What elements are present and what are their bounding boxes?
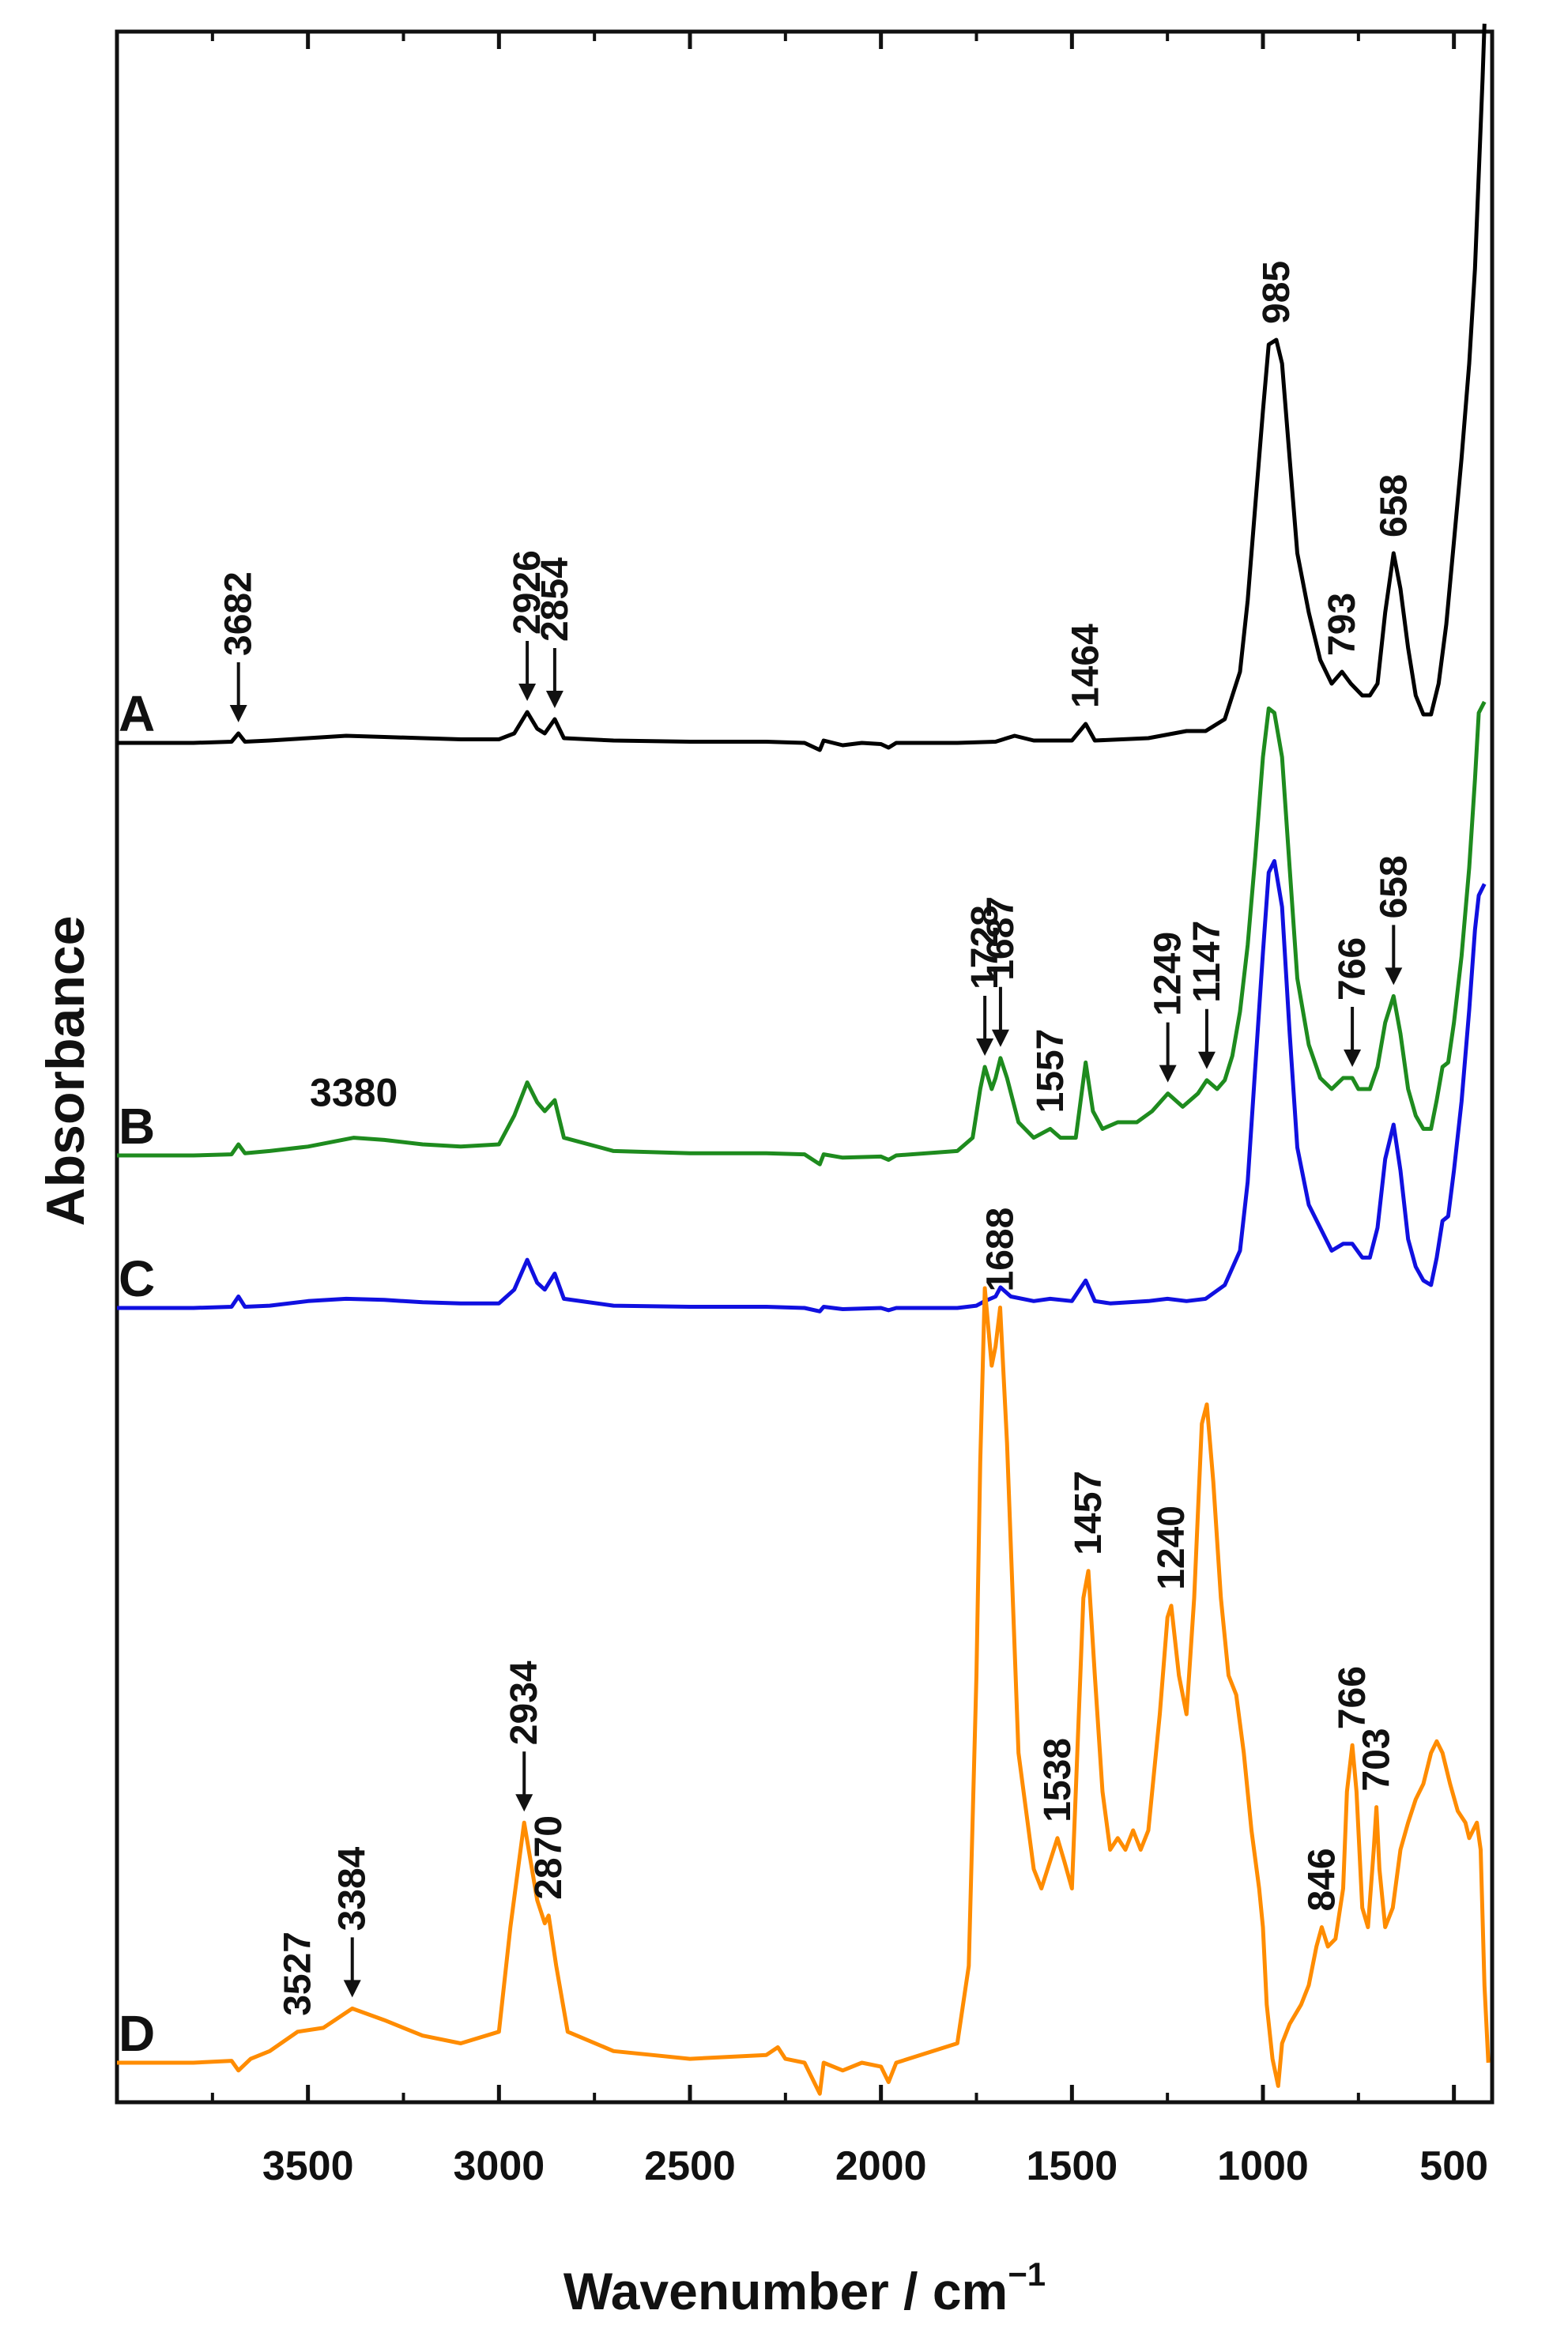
spectra-traces: A B C D bbox=[117, 23, 1491, 2096]
peak-arrow-head-B-9 bbox=[991, 1029, 1009, 1047]
peak-label-D-703: 703 bbox=[1356, 1728, 1398, 1792]
peak-label-D-3384: 3384 bbox=[332, 1846, 374, 1931]
series-label-B: B bbox=[119, 1098, 155, 1155]
peak-label-D-2870: 2870 bbox=[528, 1815, 570, 1900]
peak-label-B-766: 766 bbox=[1332, 937, 1374, 1001]
peak-label-A-2926: 2926 bbox=[507, 550, 548, 635]
series-label-D: D bbox=[119, 2005, 155, 2062]
peak-label-D-2934: 2934 bbox=[503, 1660, 545, 1745]
x-tick-label-3000: 3000 bbox=[453, 2143, 545, 2189]
peak-label-D-1688: 1688 bbox=[979, 1208, 1021, 1292]
peak-label-D-1240: 1240 bbox=[1151, 1506, 1193, 1590]
peak-label-D-1457: 1457 bbox=[1068, 1471, 1110, 1555]
x-tick-label-500: 500 bbox=[1419, 2143, 1488, 2189]
peak-label-B-1557: 1557 bbox=[1030, 1029, 1072, 1114]
peak-label-A-658: 658 bbox=[1373, 474, 1415, 537]
peak-label-D-766: 766 bbox=[1332, 1666, 1374, 1729]
peak-label-D-846: 846 bbox=[1301, 1848, 1343, 1911]
peak-label-A-2854: 2854 bbox=[534, 557, 576, 642]
y-axis-label: Absorbance bbox=[36, 916, 96, 1227]
peak-label-A-1464: 1464 bbox=[1065, 624, 1107, 708]
peak-label-B-3380: 3380 bbox=[310, 1071, 398, 1115]
spectrum-line-A bbox=[117, 23, 1487, 752]
x-axis-label: Wavenumber / cm−1 bbox=[564, 2256, 1046, 2320]
peak-label-A-985: 985 bbox=[1256, 261, 1298, 324]
x-tick-label-2000: 2000 bbox=[835, 2143, 927, 2189]
peak-arrow-head-B-13 bbox=[1344, 1050, 1362, 1067]
peak-arrow-head-A-2 bbox=[545, 691, 564, 708]
series-label-C: C bbox=[119, 1250, 155, 1307]
peak-arrow-head-B-14 bbox=[1385, 967, 1403, 986]
peak-arrow-head-B-8 bbox=[976, 1038, 994, 1056]
x-tick-label-3500: 3500 bbox=[262, 2143, 354, 2189]
spectrum-line-B bbox=[117, 700, 1487, 1166]
series-label-A: A bbox=[119, 685, 155, 742]
peak-label-B-1147: 1147 bbox=[1186, 921, 1228, 1003]
peak-arrow-head-B-11 bbox=[1159, 1065, 1177, 1083]
x-tick-label-2500: 2500 bbox=[644, 2143, 736, 2189]
peak-arrow-head-B-12 bbox=[1197, 1051, 1216, 1069]
plot-frame bbox=[115, 29, 1494, 2105]
peak-label-A-3682: 3682 bbox=[218, 571, 260, 656]
peak-label-B-1687: 1687 bbox=[980, 896, 1022, 981]
x-axis-label-text: Wavenumber / cm bbox=[564, 2262, 1008, 2320]
peak-arrow-head-D-16 bbox=[343, 1980, 361, 1998]
spectrum-line-C bbox=[117, 859, 1487, 1313]
x-tick-label-1000: 1000 bbox=[1217, 2143, 1309, 2189]
peak-arrow-head-D-17 bbox=[515, 1794, 533, 1812]
x-axis-label-superscript: −1 bbox=[1008, 2256, 1046, 2293]
x-tick-label-1500: 1500 bbox=[1026, 2143, 1118, 2189]
peak-label-B-1249: 1249 bbox=[1148, 932, 1189, 1016]
x-axis-ticks: 3500 3000 2500 2000 1500 1000 500 bbox=[210, 32, 1488, 2189]
peak-arrow-head-A-1 bbox=[518, 684, 537, 701]
peak-arrow-head-A-0 bbox=[229, 705, 247, 722]
peak-label-D-1538: 1538 bbox=[1037, 1738, 1079, 1822]
peak-label-D-3527: 3527 bbox=[277, 1932, 319, 2016]
peak-label-B-658: 658 bbox=[1373, 855, 1415, 918]
peak-label-B-1728: 1728 bbox=[964, 905, 1006, 989]
spectrum-line-D bbox=[117, 1286, 1491, 2096]
peak-label-A-793: 793 bbox=[1321, 593, 1363, 656]
